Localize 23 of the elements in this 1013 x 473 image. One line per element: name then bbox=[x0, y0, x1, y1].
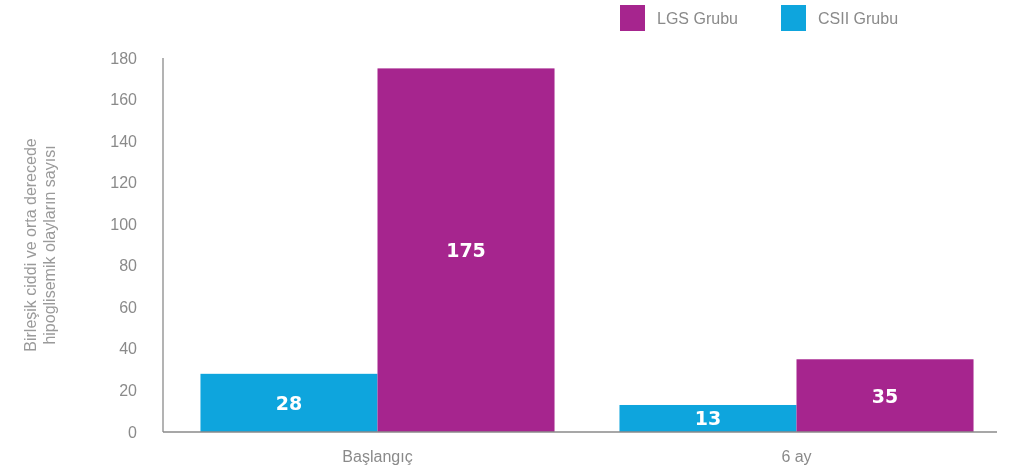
x-tick-label: Başlangıç bbox=[342, 447, 413, 465]
y-tick-label: 60 bbox=[119, 298, 138, 316]
x-tick-label: 6 ay bbox=[781, 447, 812, 465]
legend-label: LGS Grubu bbox=[657, 9, 738, 27]
y-axis-title: Birleşik ciddi ve orta derecede hipoglisemik olayların sayısı bbox=[21, 138, 58, 352]
y-tick-label: 160 bbox=[110, 91, 138, 109]
y-tick-label: 40 bbox=[119, 340, 138, 358]
bar bbox=[619, 404, 797, 432]
y-tick-label: 180 bbox=[110, 49, 138, 67]
y-tick-label: 20 bbox=[119, 381, 138, 399]
y-tick-label: 140 bbox=[110, 132, 138, 150]
bar bbox=[377, 68, 555, 432]
bar bbox=[796, 359, 974, 432]
data-label: 35 bbox=[871, 384, 899, 407]
legend-label: CSII Grubu bbox=[818, 9, 899, 27]
y-tick-label: 0 bbox=[128, 423, 138, 441]
data-label: 13 bbox=[694, 407, 722, 430]
y-tick-label: 80 bbox=[119, 257, 138, 275]
data-label: 175 bbox=[446, 239, 486, 262]
bar bbox=[200, 373, 378, 432]
y-tick-label: 100 bbox=[110, 215, 138, 233]
y-tick-label: 120 bbox=[110, 174, 138, 192]
data-label: 28 bbox=[275, 391, 303, 414]
